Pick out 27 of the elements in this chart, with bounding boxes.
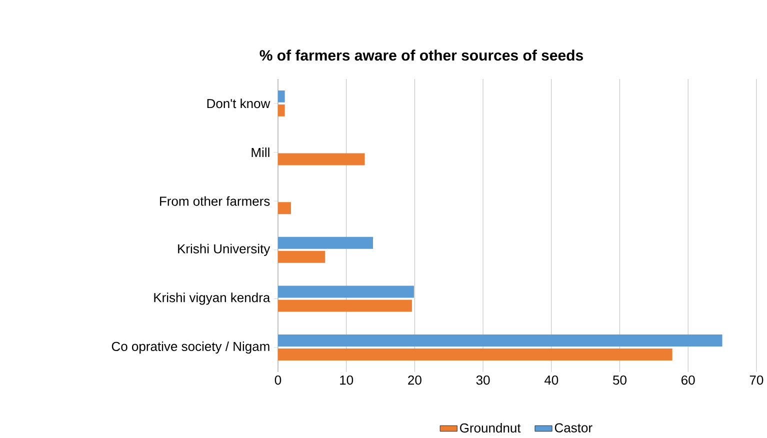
x-tick-label: 60 bbox=[682, 376, 695, 385]
x-tick-label: 0 bbox=[274, 376, 282, 385]
y-tick-label: Co oprative society / Nigam bbox=[112, 342, 270, 354]
legend-label: Groundnut bbox=[460, 423, 521, 433]
y-tick-label: From other farmers bbox=[160, 196, 270, 206]
y-tick-label: Krishi University bbox=[178, 244, 270, 256]
bar bbox=[278, 202, 291, 214]
bar bbox=[278, 90, 285, 102]
bar bbox=[278, 348, 672, 361]
chart-title: % of farmers aware of other sources of seeds bbox=[260, 50, 583, 61]
bar bbox=[278, 153, 365, 166]
x-tick-label: 50 bbox=[613, 376, 626, 385]
x-tick-label: 10 bbox=[340, 376, 354, 385]
y-tick-label: Mill bbox=[252, 148, 270, 157]
bar bbox=[278, 236, 373, 249]
bar bbox=[278, 250, 326, 263]
x-tick-label: 30 bbox=[476, 376, 490, 385]
legend-label: Castor bbox=[554, 423, 592, 432]
x-tick-label: 20 bbox=[408, 376, 422, 385]
bar bbox=[278, 334, 722, 347]
bar bbox=[278, 286, 414, 298]
y-tick-label: Krishi vigyan kendra bbox=[154, 292, 270, 305]
x-tick-label: 70 bbox=[750, 376, 764, 385]
bar bbox=[278, 104, 285, 116]
bar bbox=[278, 300, 412, 312]
y-tick-label: Don't know bbox=[207, 98, 270, 108]
x-tick-label: 40 bbox=[544, 376, 558, 385]
